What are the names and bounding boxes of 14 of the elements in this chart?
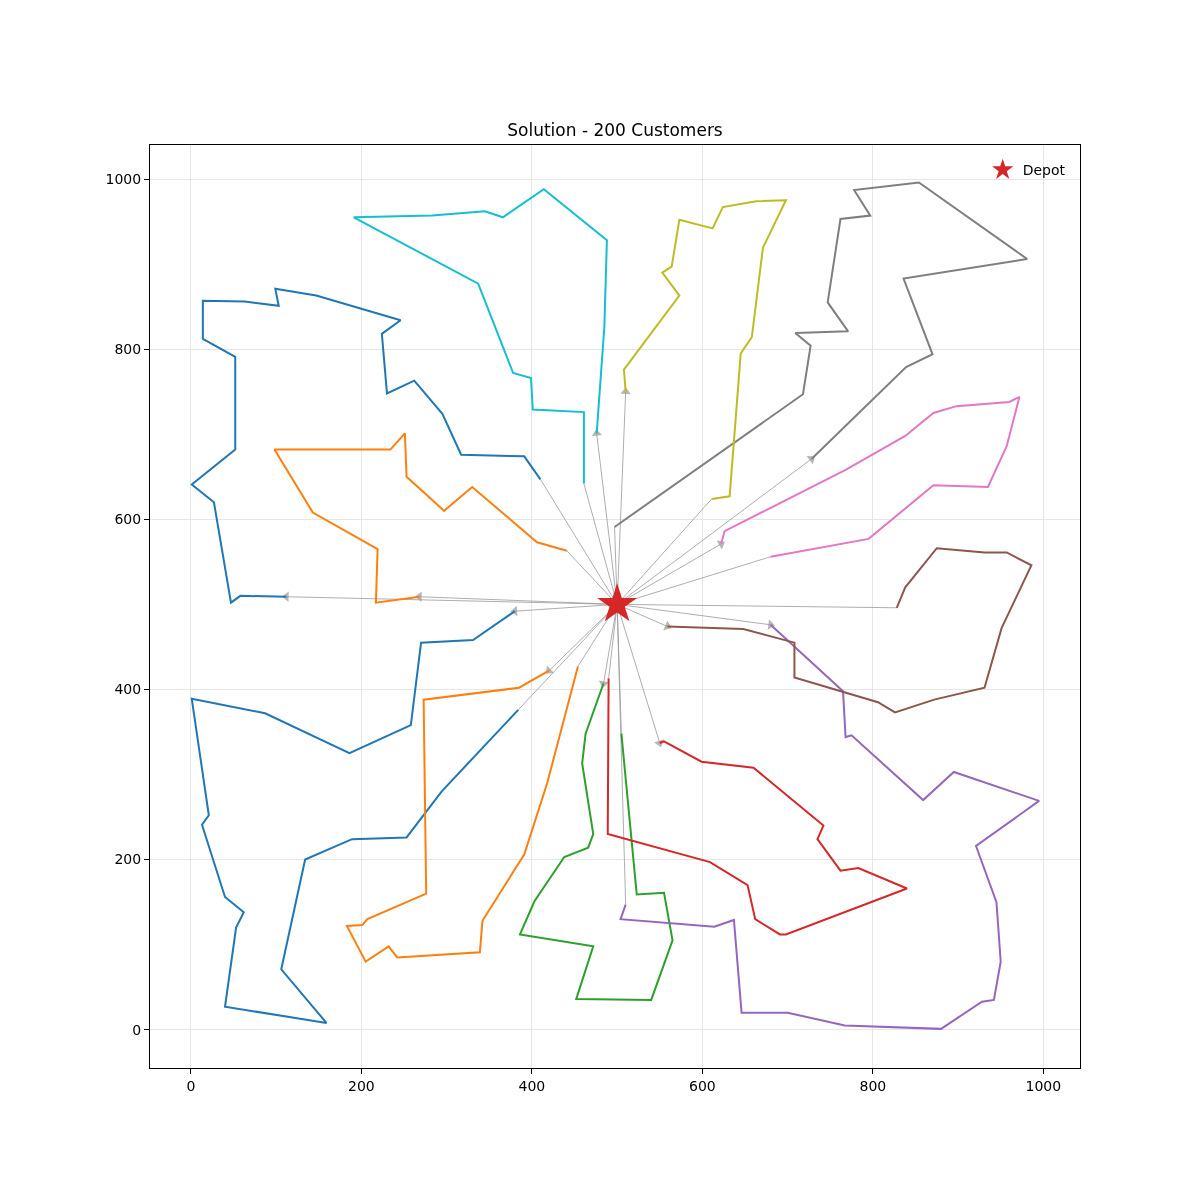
y-tick-label: 400: [114, 681, 142, 698]
x-tick-label: 0: [186, 1077, 196, 1094]
x-tick-label: 800: [859, 1077, 887, 1094]
y-tick-label: 1000: [105, 170, 142, 187]
x-tick-label: 1000: [1025, 1077, 1062, 1094]
y-tick-label: 0: [132, 1021, 142, 1038]
y-tick-label: 600: [114, 511, 142, 528]
y-tick-label: 800: [114, 341, 142, 358]
legend-label: Depot: [1022, 162, 1066, 179]
x-tick-label: 400: [518, 1077, 546, 1094]
x-tick-label: 600: [689, 1077, 716, 1094]
chart-title: Solution - 200 Customers: [507, 119, 723, 140]
x-tick-label: 200: [348, 1077, 375, 1094]
y-tick-label: 200: [114, 851, 142, 868]
